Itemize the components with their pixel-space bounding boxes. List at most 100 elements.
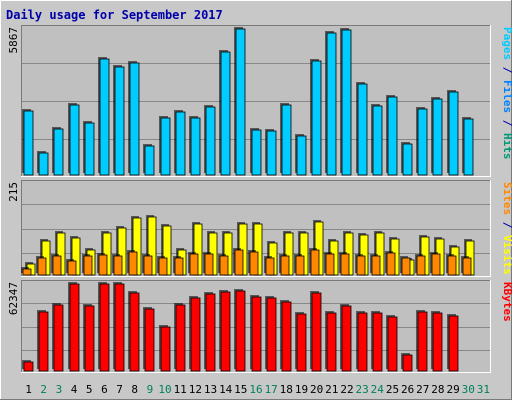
bar-visits-day-9: [143, 255, 153, 276]
day-label-31: 31: [477, 383, 490, 396]
bar-hits-day-24: [372, 105, 383, 176]
bar-kbytes-day-8: [129, 292, 140, 372]
bar-hits-day-3: [53, 128, 64, 176]
bar-kbytes-day-12: [190, 297, 201, 372]
legend-part: /: [501, 113, 512, 133]
bar-visits-day-22: [340, 253, 350, 276]
day-label-11: 11: [174, 383, 187, 396]
bar-kbytes-day-19: [296, 313, 307, 372]
bar-visits-day-10: [158, 257, 168, 276]
bar-hits-day-5: [84, 122, 95, 176]
bar-visits-day-17: [265, 257, 275, 276]
bar-visits-day-2: [37, 257, 47, 276]
bar-kbytes-day-3: [53, 304, 64, 372]
bar-hits-day-2: [38, 152, 49, 176]
bar-kbytes-day-4: [69, 283, 80, 372]
bar-kbytes-day-18: [281, 301, 292, 372]
bar-kbytes-day-25: [387, 316, 398, 372]
bar-hits-day-18: [281, 104, 292, 176]
bar-visits-day-20: [310, 249, 320, 276]
day-label-9: 9: [147, 383, 154, 396]
bar-kbytes-day-17: [266, 297, 277, 372]
bar-visits-day-24: [371, 255, 381, 276]
bar-visits-day-29: [447, 255, 457, 276]
bar-kbytes-day-20: [311, 292, 322, 372]
bar-kbytes-day-5: [84, 305, 95, 372]
bar-visits-day-6: [98, 254, 108, 276]
day-label-23: 23: [355, 383, 368, 396]
bar-visits-day-16: [249, 251, 259, 276]
day-label-27: 27: [416, 383, 429, 396]
bar-kbytes-day-28: [432, 312, 443, 372]
bar-kbytes-day-26: [402, 354, 413, 372]
bar-kbytes-day-6: [99, 283, 110, 372]
bar-hits-day-1: [23, 110, 34, 176]
legend-part: Visits: [501, 235, 512, 275]
bar-visits-day-30: [462, 257, 472, 276]
bar-visits-day-21: [325, 253, 335, 276]
legend-part: Sites: [501, 182, 512, 215]
legend-part: KBytes: [501, 282, 512, 322]
day-label-18: 18: [280, 383, 293, 396]
bar-kbytes-day-29: [448, 315, 459, 372]
bar-visits-day-4: [67, 260, 77, 276]
day-label-4: 4: [71, 383, 78, 396]
day-label-29: 29: [446, 383, 459, 396]
bar-visits-day-25: [386, 252, 396, 276]
bar-kbytes-day-22: [341, 305, 352, 372]
bar-visits-day-3: [52, 255, 62, 276]
bar-kbytes-day-9: [144, 308, 155, 372]
day-label-5: 5: [86, 383, 93, 396]
panel-kbytes-legend: KBytes: [501, 282, 512, 322]
bar-visits-day-13: [204, 253, 214, 276]
bar-hits-day-4: [69, 104, 80, 176]
bar-visits-day-27: [416, 255, 426, 276]
bar-kbytes-day-1: [23, 361, 34, 372]
bar-kbytes-day-11: [175, 304, 186, 372]
bar-hits-day-15: [235, 28, 246, 176]
panel-visits-legend: Sites / Visits: [501, 182, 512, 275]
bar-kbytes-day-21: [326, 312, 337, 372]
bar-visits-day-12: [189, 253, 199, 276]
day-label-21: 21: [325, 383, 338, 396]
day-label-10: 10: [158, 383, 171, 396]
day-label-14: 14: [219, 383, 233, 396]
chart-panels: [21, 25, 491, 373]
chart-title: Daily usage for September 2017: [6, 8, 223, 22]
day-label-3: 3: [56, 383, 63, 396]
bar-visits-day-15: [234, 249, 244, 276]
day-label-17: 17: [265, 383, 278, 396]
bar-hits-day-11: [175, 111, 186, 176]
bar-hits-day-13: [205, 106, 216, 176]
bar-visits-day-26: [401, 257, 411, 276]
day-label-22: 22: [340, 383, 353, 396]
bar-kbytes-day-14: [220, 291, 231, 372]
bar-hits-day-20: [311, 60, 322, 176]
day-label-20: 20: [310, 383, 323, 396]
bar-hits-day-23: [357, 83, 368, 176]
bar-visits-day-28: [431, 253, 441, 276]
day-label-6: 6: [101, 383, 108, 396]
bar-hits-day-17: [266, 130, 277, 176]
panel-visits: [21, 180, 491, 277]
bar-hits-day-6: [99, 58, 110, 176]
bar-visits-day-1: [22, 268, 32, 276]
bar-kbytes-day-2: [38, 311, 49, 372]
chart-text: Daily usage for September 2017 5867 Pages …: [6, 8, 512, 396]
bar-visits-day-8: [128, 251, 138, 276]
bar-visits-day-14: [219, 255, 229, 276]
bar-kbytes-day-7: [114, 283, 125, 372]
bar-hits-day-26: [402, 143, 413, 176]
legend-part: /: [501, 215, 512, 235]
bar-visits-day-7: [113, 255, 123, 276]
bar-hits-day-22: [341, 29, 352, 176]
bar-kbytes-day-13: [205, 293, 216, 372]
panel-hits-legend: Pages / Files / Hits: [501, 27, 512, 160]
bar-kbytes-day-10: [160, 326, 171, 372]
panel-hits-max-label: 5867: [7, 27, 20, 54]
bar-kbytes-day-23: [357, 312, 368, 372]
bar-hits-day-16: [251, 129, 262, 176]
bar-hits-day-7: [114, 66, 125, 176]
panel-kbytes-max-label: 62347: [7, 282, 20, 315]
